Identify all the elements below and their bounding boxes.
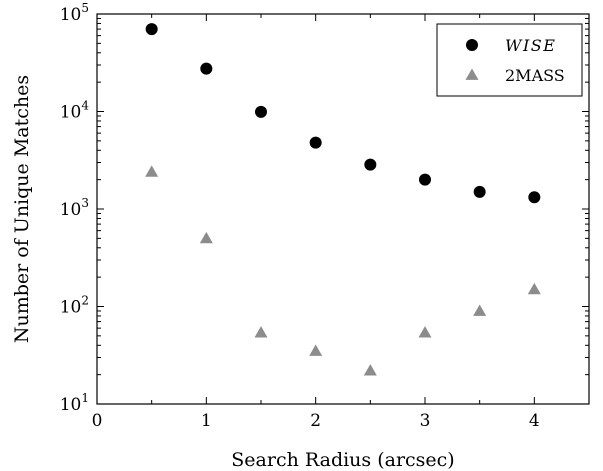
- legend-wise-label: WISE: [505, 36, 556, 55]
- axis-ticks: [96, 13, 589, 405]
- y-tick-label: 104: [60, 99, 90, 123]
- x-axis-label: Search Radius (arcsec): [231, 449, 454, 471]
- wise-point: [145, 23, 158, 36]
- legend-box: [436, 23, 583, 97]
- 2mass-point: [527, 282, 541, 295]
- x-tick-label: 1: [201, 411, 212, 431]
- 2mass-point: [145, 165, 159, 177]
- wise-point: [473, 185, 486, 198]
- 2mass-point: [473, 304, 487, 316]
- legend-wise-marker: [466, 39, 478, 51]
- y-axis-label: Number of Unique Matches: [11, 75, 33, 343]
- x-tick-label: 3: [420, 411, 431, 431]
- 2mass-point: [309, 344, 323, 356]
- 2mass-point: [254, 326, 268, 338]
- y-tick-label: 102: [60, 294, 89, 318]
- data-points: [145, 23, 541, 376]
- y-tick-label: 105: [60, 1, 89, 25]
- legend-2mass-marker: [465, 68, 479, 80]
- wise-point: [255, 105, 267, 118]
- legend-2mass-label: 2MASS: [505, 66, 565, 85]
- 2mass-point: [418, 326, 432, 338]
- x-tick-label: 0: [92, 411, 103, 431]
- 2mass-point: [199, 231, 213, 244]
- x-tick-label: 2: [310, 411, 321, 431]
- legend: WISE 2MASS: [436, 23, 583, 97]
- wise-point: [364, 158, 377, 171]
- x-tick-label: 4: [529, 411, 540, 431]
- wise-point: [419, 173, 431, 186]
- wise-point: [200, 62, 213, 75]
- wise-point: [528, 191, 541, 204]
- axis-tick-labels: 0 1 2 3 4 101 102 103 104 105: [60, 1, 540, 431]
- wise-point: [309, 136, 322, 149]
- y-tick-label: 101: [60, 391, 89, 415]
- y-tick-label: 103: [60, 196, 89, 220]
- 2mass-point: [363, 364, 377, 376]
